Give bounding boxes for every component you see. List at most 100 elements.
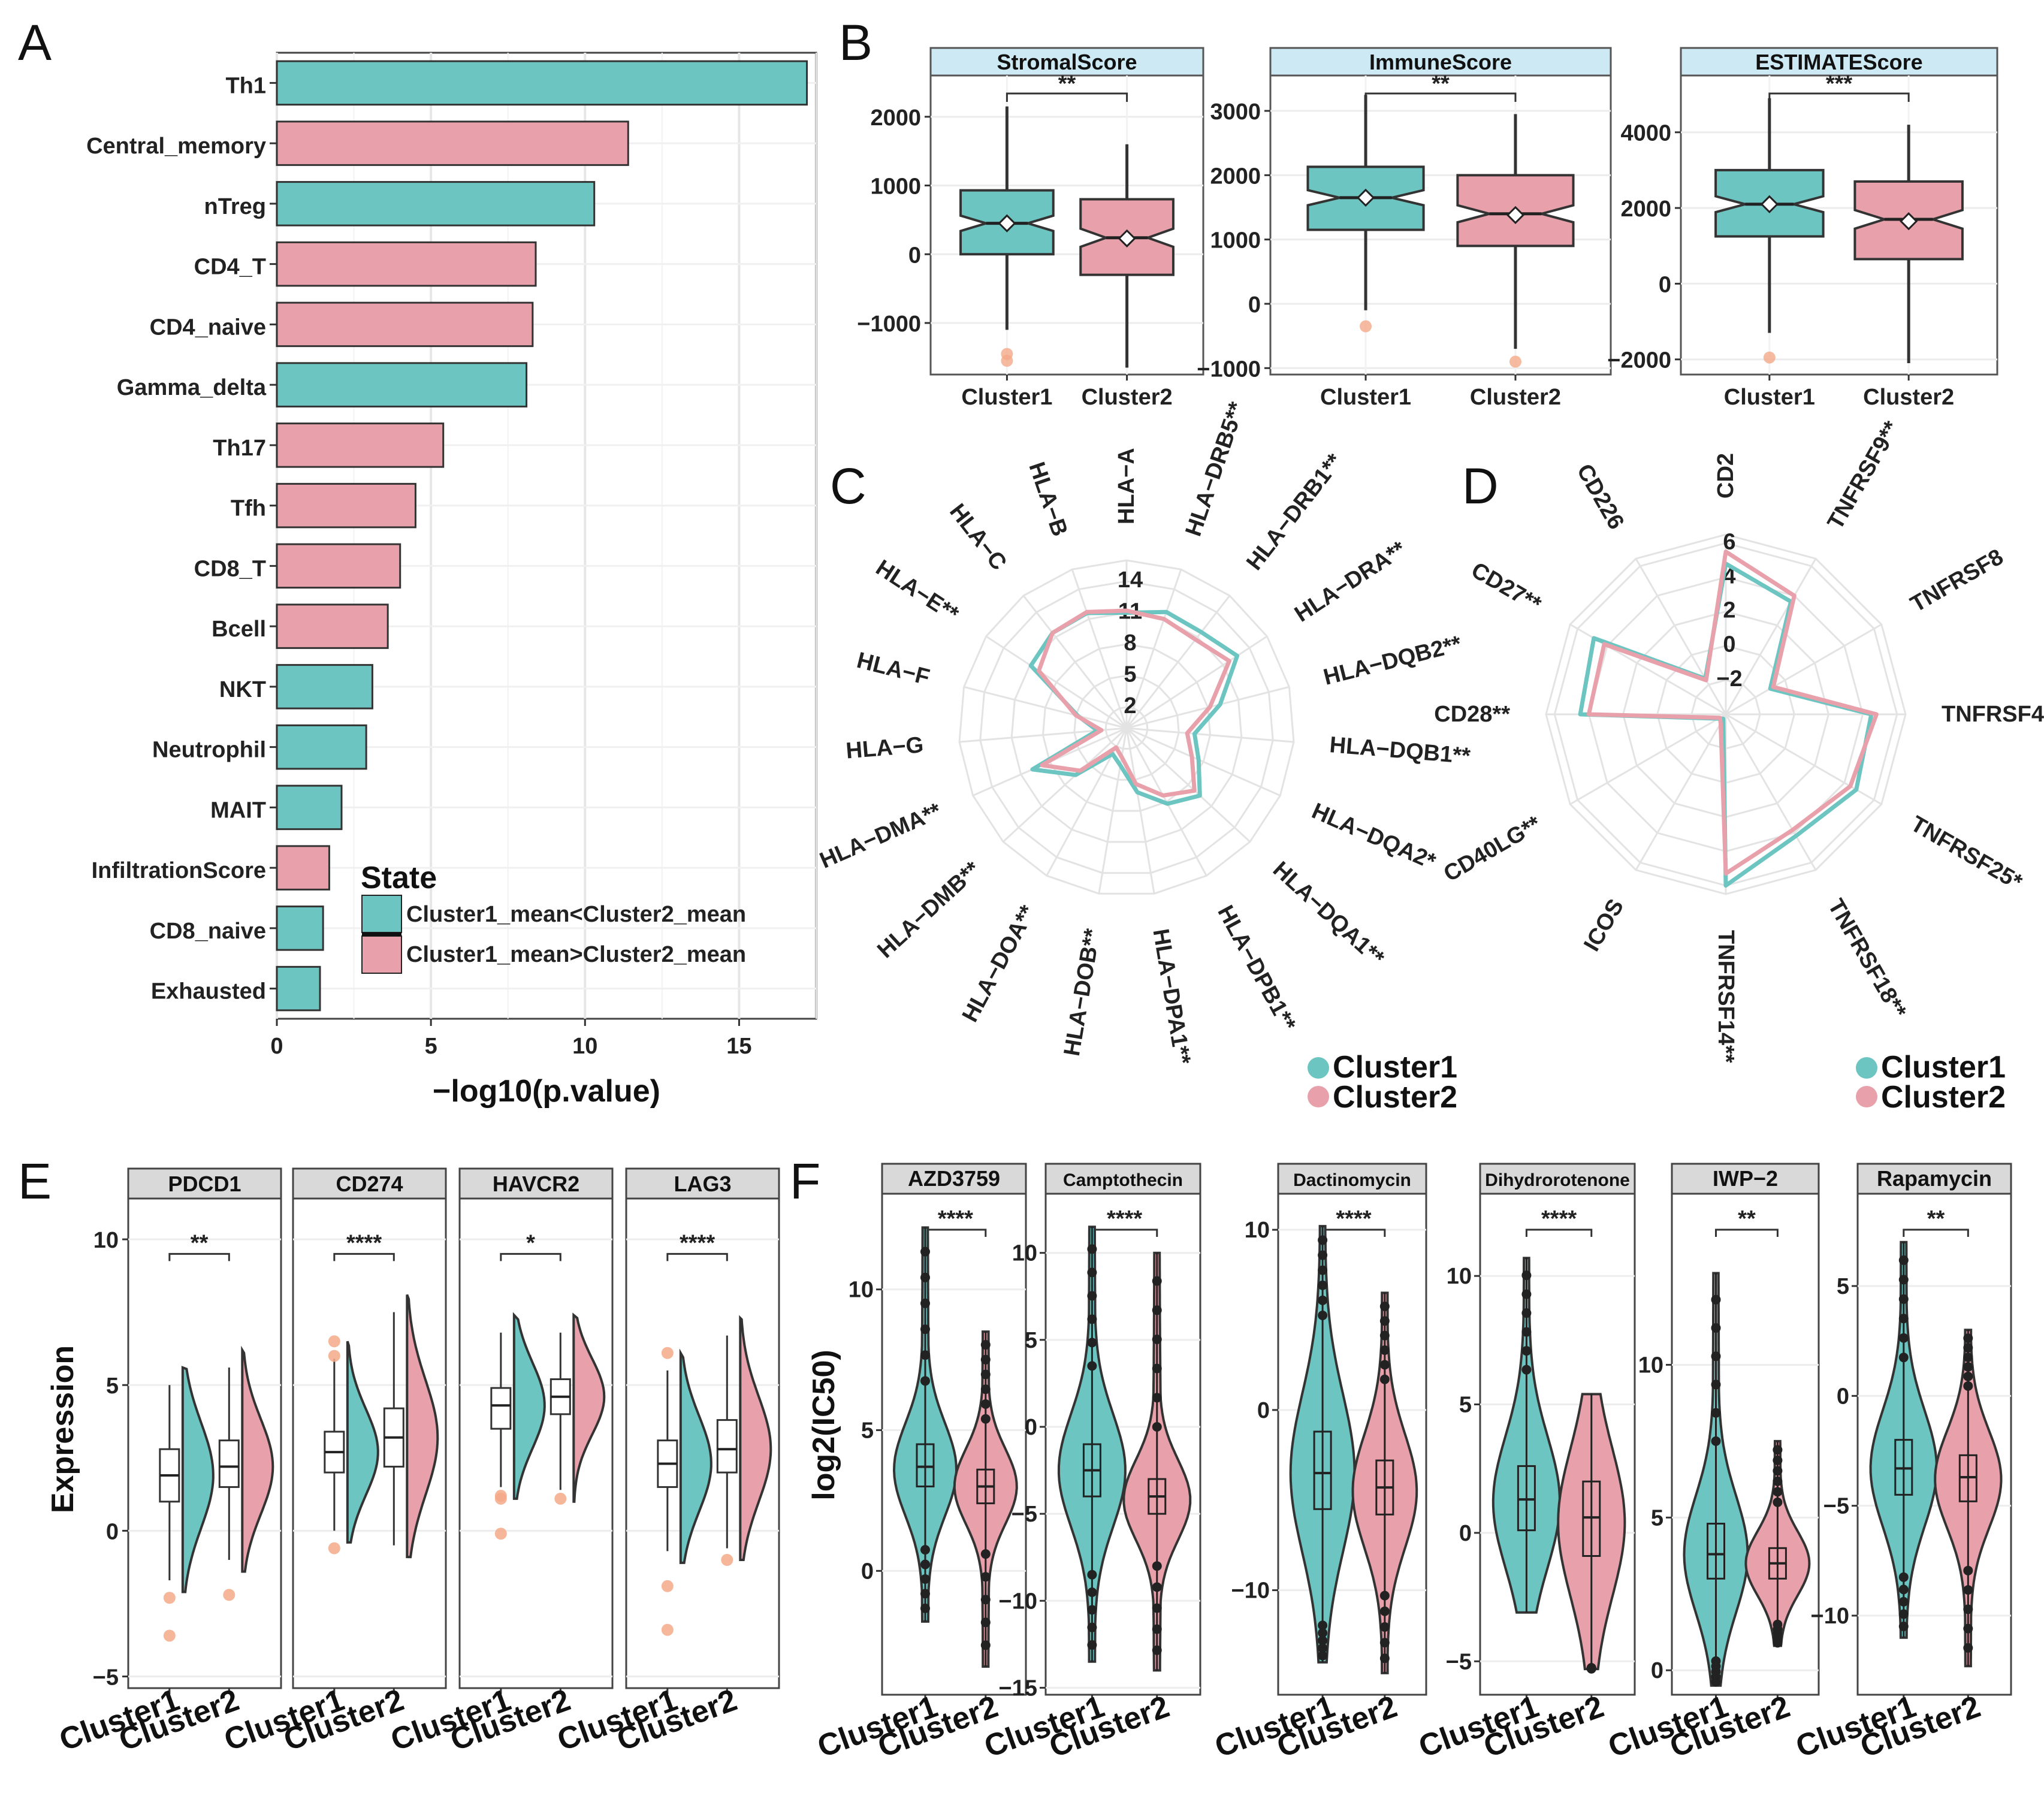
outlier-point <box>1898 1333 1909 1343</box>
significance-bracket <box>1006 92 1128 102</box>
radar-axis-label: TNFRSF8 <box>1906 544 2007 617</box>
significance-label: ** <box>1432 71 1450 96</box>
mean-marker <box>1900 212 1918 231</box>
strip-title: Dactinomycin <box>1293 1170 1411 1190</box>
radar-axis-label: HLA−E** <box>871 555 963 627</box>
radar-axis-label: HLA−DOA** <box>958 901 1041 1027</box>
radar-spoke <box>1126 727 1281 796</box>
outlier-point <box>1318 1280 1328 1290</box>
outlier-point <box>1087 1569 1097 1580</box>
radar-spoke <box>985 635 1127 729</box>
radar-spoke <box>1126 635 1268 729</box>
y-tick-label: 10 <box>1245 1218 1270 1243</box>
y-tick-label: −10 <box>999 1589 1037 1614</box>
x-tick-label: Cluster2 <box>1856 1689 1985 1765</box>
radar-axis-label: HLA−DMA** <box>816 798 945 874</box>
radar-axis-label: HLA−DQB1** <box>1329 732 1471 769</box>
category-label: CD4_naive <box>150 315 266 340</box>
x-tick-label: Cluster2 <box>1470 385 1561 410</box>
outlier-point <box>1509 355 1521 368</box>
outlier-point <box>1963 1623 1973 1634</box>
radar-series-cluster1 <box>1578 562 1874 888</box>
y-tick-label: 0 <box>908 243 921 268</box>
radar-axis-label: HLA−C <box>944 499 1012 575</box>
strip-title: StromalScore <box>997 50 1137 74</box>
outlier-point <box>1773 1497 1783 1507</box>
category-label: CD4_T <box>194 255 266 280</box>
category-label: Exhausted <box>151 979 266 1004</box>
outlier-point <box>1898 1572 1909 1582</box>
y-tick-label: 10 <box>849 1278 874 1303</box>
outlier-point <box>1711 1351 1721 1362</box>
outlier-point <box>1521 1365 1532 1375</box>
y-tick-label: 0 <box>861 1559 874 1584</box>
outlier-point <box>1379 1622 1390 1632</box>
panel-label-b: B <box>839 14 872 71</box>
radar-tick-label: 2 <box>1124 693 1136 719</box>
radar-tick-label: 14 <box>1118 568 1143 593</box>
outlier-point <box>1898 1621 1909 1631</box>
strip-header <box>458 1167 614 1200</box>
panel-a: Th1 Central_memory nTreg CD4_T CD4_naive Gamm… <box>86 52 817 1109</box>
outlier-point <box>721 1554 733 1566</box>
significance-bracket <box>1768 92 1910 102</box>
strip-title: CD274 <box>336 1172 403 1196</box>
y-axis-title: log2(IC50) <box>807 1350 841 1500</box>
outlier-point <box>1379 1590 1390 1601</box>
outlier-point <box>920 1376 930 1386</box>
outlier-point <box>1773 1476 1783 1486</box>
bar-nkt <box>276 664 373 710</box>
y-tick-label: 1000 <box>870 174 921 200</box>
radar-axis-label: HLA−DPB1** <box>1212 901 1300 1036</box>
outlier-point <box>1318 1265 1328 1275</box>
outlier-point <box>1711 1436 1721 1446</box>
radar-axis-label: TNFRSF18** <box>1823 895 1911 1022</box>
y-tick-label: 0 <box>1257 1398 1270 1423</box>
radar-axis-label: HLA−G <box>845 732 925 763</box>
outlier-point <box>1087 1640 1097 1650</box>
outlier-point <box>1898 1596 1909 1607</box>
y-tick-label: 5 <box>1837 1274 1849 1299</box>
y-tick-label: −5 <box>1446 1649 1472 1674</box>
outlier-point <box>494 1528 507 1540</box>
significance-label: **** <box>1541 1206 1577 1231</box>
mean-marker <box>1118 229 1136 247</box>
outlier-point <box>661 1347 674 1359</box>
outlier-point <box>1763 351 1776 364</box>
y-tick-label: 1000 <box>1210 228 1261 253</box>
panel-label-d: D <box>1462 458 1499 514</box>
half-violin-cluster2 <box>739 1315 772 1562</box>
radar-axis-label: HLA−DQA1** <box>1268 857 1389 971</box>
outlier-point <box>1898 1314 1909 1324</box>
x-tick-label: Cluster2 <box>1479 1689 1608 1765</box>
outlier-point <box>1001 355 1013 367</box>
outlier-point <box>1898 1294 1909 1304</box>
radar-spoke <box>1725 558 1817 715</box>
category-label: CD8_T <box>194 556 266 581</box>
outlier-point <box>1521 1308 1532 1318</box>
mean-marker <box>998 214 1016 233</box>
outlier-point <box>980 1549 991 1559</box>
significance-label: **** <box>938 1206 973 1231</box>
strip-title: LAG3 <box>674 1172 731 1196</box>
significance-label: * <box>526 1230 535 1255</box>
outlier-point <box>328 1350 340 1362</box>
category-label: Th1 <box>225 73 266 98</box>
outlier-point <box>1152 1603 1162 1613</box>
strip-title: ESTIMATEScore <box>1755 50 1922 74</box>
outlier-point <box>1318 1235 1328 1245</box>
outlier-point <box>1773 1487 1783 1497</box>
outlier-point <box>1152 1393 1162 1403</box>
half-violin-cluster1 <box>346 1341 379 1544</box>
x-tick-label: 0 <box>270 1034 283 1059</box>
radar-spoke <box>1725 714 1817 871</box>
outlier-point <box>1898 1353 1909 1363</box>
significance-label: ** <box>1738 1206 1756 1231</box>
outlier-point <box>1586 1664 1596 1674</box>
y-tick-label: −10 <box>1811 1604 1849 1629</box>
outlier-point <box>1773 1466 1783 1476</box>
bar-bcell <box>276 603 389 649</box>
mean-marker <box>1356 188 1375 207</box>
